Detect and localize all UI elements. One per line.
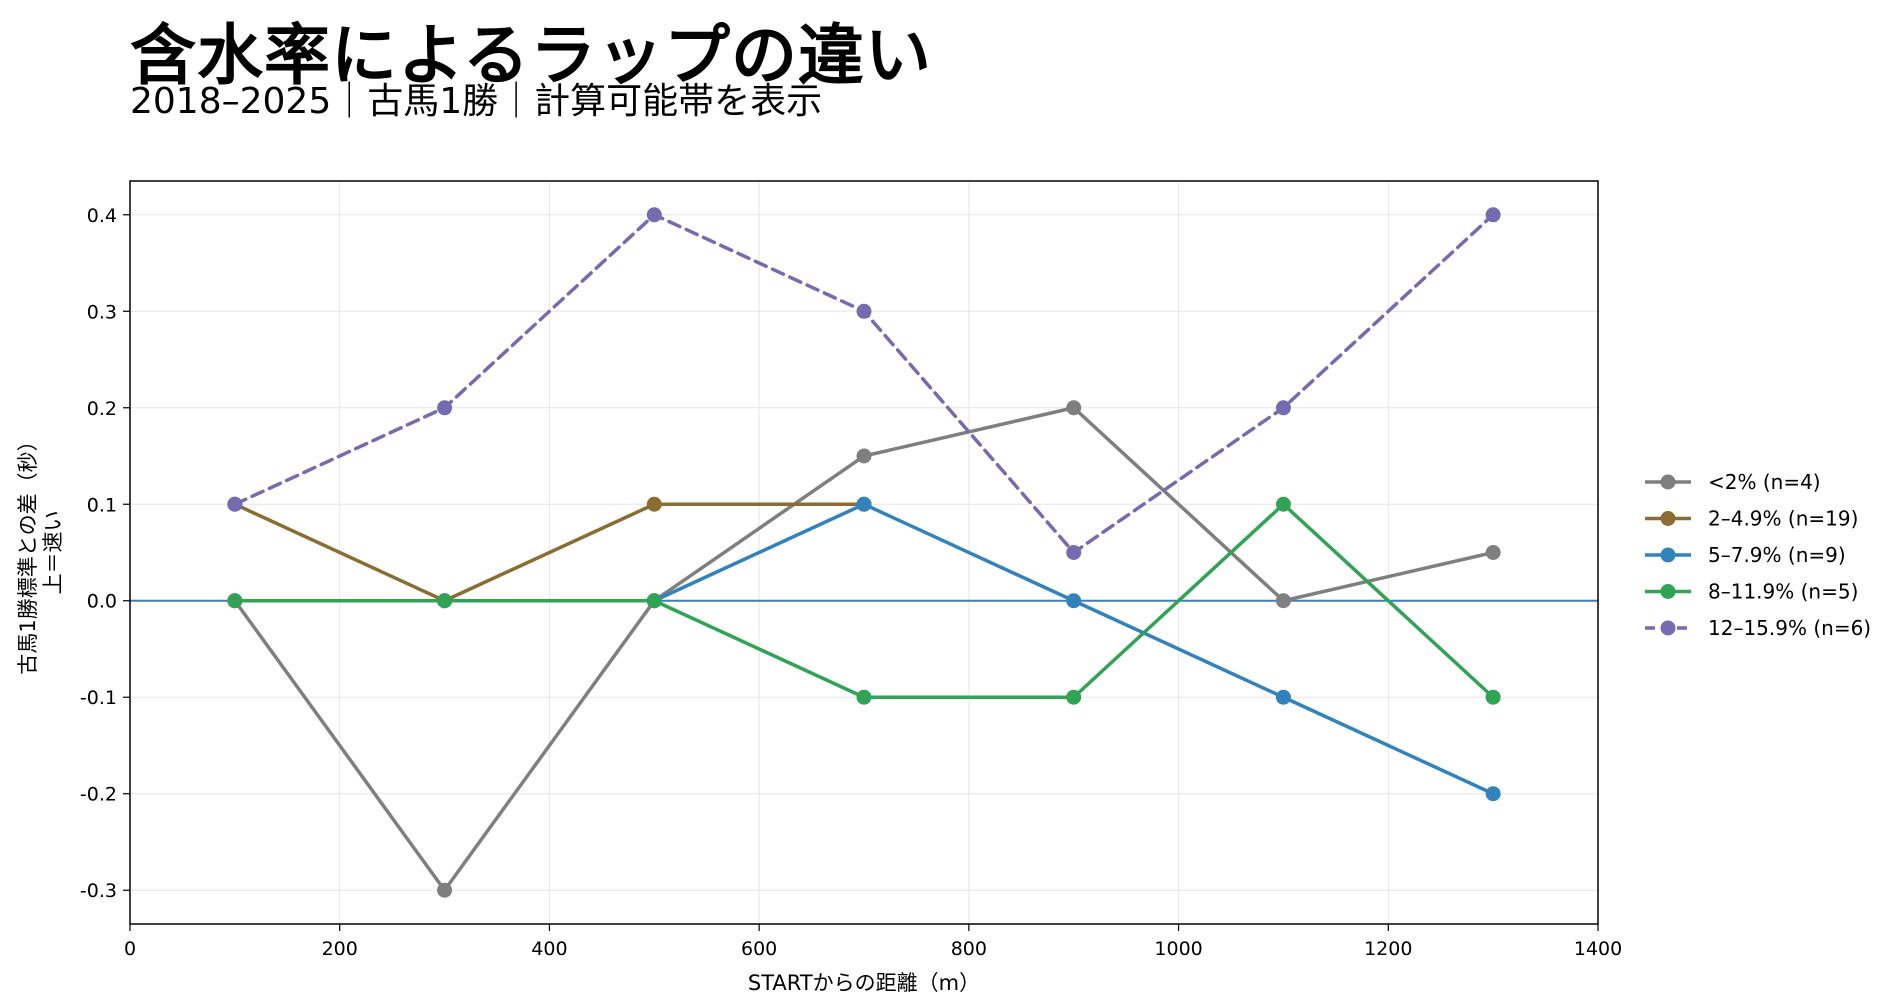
data-point bbox=[856, 303, 872, 319]
legend-label: 8–11.9% (n=5) bbox=[1708, 580, 1858, 604]
data-point bbox=[646, 593, 662, 609]
y-tick-label: 0.4 bbox=[87, 205, 117, 227]
y-tick-label: -0.3 bbox=[80, 880, 117, 902]
data-point bbox=[1485, 786, 1501, 802]
data-point bbox=[1275, 593, 1291, 609]
series-line bbox=[233, 406, 1495, 892]
legend-label: 2–4.9% (n=19) bbox=[1708, 507, 1858, 531]
legend-marker bbox=[1660, 547, 1676, 563]
x-tick-label: 600 bbox=[741, 938, 777, 960]
data-point bbox=[1485, 207, 1501, 223]
y-axis-label: 古馬1勝標準との差（秒） 上＝速い bbox=[16, 430, 65, 674]
data-point bbox=[437, 593, 453, 609]
data-point bbox=[856, 689, 872, 705]
y-tick-label: 0.2 bbox=[87, 398, 117, 420]
data-point bbox=[1275, 496, 1291, 512]
chart-subtitle: 2018–2025｜古馬1勝｜計算可能帯を表示 bbox=[130, 81, 823, 122]
x-tick-label: 800 bbox=[951, 938, 987, 960]
data-point bbox=[227, 593, 243, 609]
series-line bbox=[233, 502, 866, 603]
grid-lines bbox=[129, 181, 1599, 924]
y-tick-label: 0.1 bbox=[87, 494, 117, 516]
data-point bbox=[1066, 545, 1082, 560]
data-point bbox=[1275, 689, 1291, 705]
x-axis-label: STARTからの距離（m） bbox=[748, 971, 980, 995]
data-point bbox=[1066, 689, 1082, 705]
legend-marker bbox=[1660, 511, 1676, 526]
legend-label: <2% (n=4) bbox=[1708, 470, 1821, 494]
data-point bbox=[437, 400, 453, 416]
series-4 bbox=[227, 207, 1501, 560]
x-tick-label: 0 bbox=[124, 938, 136, 960]
legend-marker bbox=[1660, 474, 1676, 490]
data-point bbox=[437, 882, 453, 898]
plot-frame bbox=[129, 180, 1599, 925]
x-axis: 0 200 400 600 800 1000 1200 1400 bbox=[124, 924, 1622, 960]
series-0 bbox=[227, 400, 1501, 898]
x-tick-label: 1400 bbox=[1574, 938, 1622, 960]
data-point bbox=[1066, 400, 1082, 416]
y-axis: -0.3 -0.2 -0.1 0.0 0.1 0.2 0.3 0.4 bbox=[80, 205, 130, 902]
x-tick-label: 1200 bbox=[1364, 938, 1412, 960]
data-point bbox=[856, 448, 872, 464]
data-point bbox=[856, 496, 872, 512]
series-2 bbox=[227, 496, 1501, 802]
data-point bbox=[646, 207, 662, 223]
chart-title: 含水率によるラップの違い bbox=[130, 17, 933, 94]
y-tick-label: 0.0 bbox=[87, 591, 117, 613]
x-tick-label: 400 bbox=[531, 938, 567, 960]
x-tick-label: 200 bbox=[322, 938, 358, 960]
series-line bbox=[233, 502, 1495, 796]
legend-label: 5–7.9% (n=9) bbox=[1708, 543, 1846, 567]
data-point bbox=[1066, 593, 1082, 609]
data-point bbox=[227, 496, 243, 512]
legend-marker bbox=[1660, 584, 1676, 599]
y-tick-label: -0.2 bbox=[80, 784, 117, 806]
data-point bbox=[1485, 689, 1501, 705]
y-tick-label: -0.1 bbox=[80, 687, 117, 709]
legend-label: 12–15.9% (n=6) bbox=[1708, 616, 1871, 640]
y-axis-label-line1: 古馬1勝標準との差（秒） bbox=[16, 430, 40, 674]
legend-marker bbox=[1660, 620, 1676, 636]
series-lines bbox=[227, 207, 1501, 898]
data-point bbox=[1275, 400, 1291, 416]
x-tick-label: 1000 bbox=[1154, 938, 1202, 960]
legend: <2% (n=4) 2–4.9% (n=19) 5–7.9% (n=9) 8–11.9… bbox=[1645, 470, 1871, 640]
data-point bbox=[1485, 545, 1501, 560]
y-axis-label-line2: 上＝速い bbox=[41, 511, 65, 595]
y-tick-label: 0.3 bbox=[87, 301, 117, 323]
data-point bbox=[646, 496, 662, 512]
series-3 bbox=[227, 496, 1501, 705]
